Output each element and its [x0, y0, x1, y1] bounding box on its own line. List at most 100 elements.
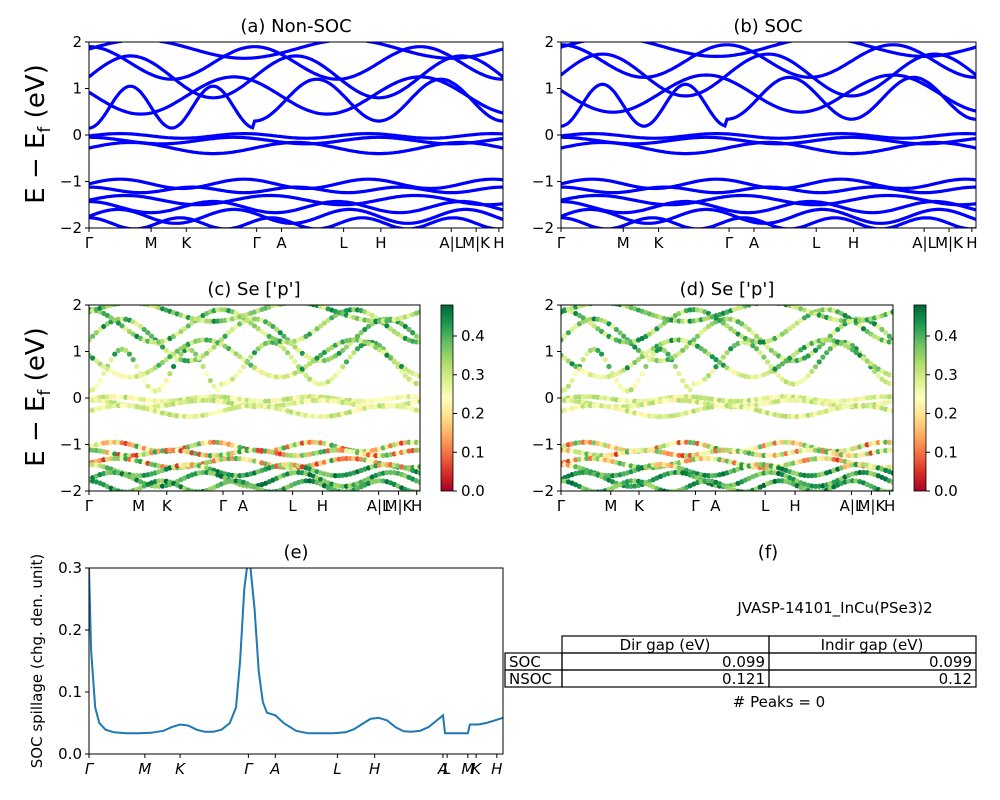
plot-clip-group: [561, 305, 893, 491]
projection-point: [709, 368, 715, 375]
projection-point: [281, 339, 287, 345]
projection-point: [776, 478, 782, 484]
colorbar-tick-label: 0.4: [461, 327, 485, 345]
ylabel-unit: (eV): [21, 64, 51, 126]
projection-point: [332, 487, 339, 491]
projection-point: [565, 330, 571, 336]
projection-point: [783, 397, 789, 404]
projection-point: [207, 452, 213, 459]
projection-point: [148, 333, 155, 339]
projection-point: [580, 469, 586, 476]
projection-point: [624, 365, 631, 371]
projection-point: [565, 358, 571, 364]
xtick-label-K: K: [181, 234, 192, 252]
projection-point: [790, 414, 797, 420]
projection-point: [101, 323, 107, 330]
projection-point: [329, 447, 335, 453]
projection-point: [182, 326, 188, 332]
plot-clip-group: [89, 42, 503, 228]
projection-point: [354, 333, 361, 339]
ytick-label: −1: [532, 436, 554, 454]
ytick-label: −2: [532, 219, 554, 237]
projection-point: [764, 453, 771, 459]
ytick-label: 2: [544, 296, 554, 314]
band-line-4: [561, 73, 976, 114]
projection-point: [753, 339, 760, 345]
projection-point: [890, 373, 893, 379]
band-line-13: [89, 216, 503, 228]
projection-point: [410, 330, 416, 336]
projection-point: [883, 439, 889, 445]
projection-point: [259, 487, 265, 491]
xtick-label-M-K: M|K: [857, 497, 886, 515]
projection-point: [310, 439, 316, 445]
projection-point: [347, 455, 353, 462]
projection-point: [617, 330, 623, 336]
projection-point: [890, 440, 893, 446]
projection-point: [332, 353, 339, 359]
projection-point: [410, 394, 416, 400]
projection-point: [380, 349, 386, 356]
projection-point: [598, 374, 605, 380]
projection-point: [314, 394, 320, 400]
projection-point: [672, 469, 678, 476]
colorbar-tick-label: 0.0: [934, 482, 958, 500]
projection-point: [262, 398, 269, 404]
projection-point: [628, 398, 634, 404]
projection-point: [809, 447, 815, 453]
xtick-label-Γ: Γ: [85, 234, 94, 252]
colorbar-tick-label: 0.4: [934, 327, 958, 345]
xtick-label-L: L: [443, 760, 451, 778]
projection-point: [218, 337, 224, 343]
ytick-label: 0.2: [58, 621, 82, 639]
projection-point: [285, 350, 291, 356]
projection-point: [314, 355, 320, 361]
projection-point: [108, 469, 114, 476]
projection-point: [237, 354, 243, 360]
projection-point: [248, 447, 254, 453]
colorbar-tick-label: 0.3: [461, 366, 485, 384]
projection-point: [240, 356, 247, 363]
projection-point: [229, 376, 236, 382]
projection-point: [805, 487, 811, 491]
projection-point: [318, 352, 324, 358]
projection-point: [281, 346, 287, 352]
xtick-label-H: H: [411, 497, 422, 515]
projection-point: [270, 323, 276, 330]
projection-point: [193, 489, 199, 491]
projection-point: [831, 398, 837, 404]
projection-point: [573, 371, 579, 377]
ytick-label: 1: [544, 343, 554, 361]
panel-e-ylabel: SOC spillage (chg. den. unit): [28, 554, 46, 769]
xtick-label-M: M: [132, 497, 145, 515]
projection-point: [621, 333, 627, 339]
projection-point: [779, 439, 785, 445]
projection-point: [587, 320, 594, 326]
xtick-label-M: M: [145, 234, 158, 252]
projection-point: [141, 377, 147, 384]
projection-point: [380, 462, 386, 468]
panel-c-title: (c) Se ['p']: [207, 279, 300, 300]
projection-point: [680, 394, 686, 400]
ytick-label: 0.3: [58, 559, 82, 577]
projection-point: [573, 323, 579, 330]
projection-point: [417, 470, 420, 476]
projection-point: [879, 488, 885, 491]
projection-point: [776, 363, 782, 370]
projection-point: [584, 403, 590, 409]
projection-point: [628, 483, 634, 489]
projection-point: [93, 358, 99, 364]
table-cell-soc-dir: 0.099: [722, 653, 765, 671]
projection-point: [97, 361, 103, 367]
projection-point: [314, 326, 320, 332]
projection-point: [307, 439, 313, 445]
projection-point: [310, 358, 316, 364]
ylabel-unit: (eV): [21, 327, 51, 389]
projection-point: [336, 368, 342, 375]
projection-point: [702, 455, 708, 462]
projection-point: [196, 397, 202, 404]
projection-point: [720, 354, 726, 360]
projection-point: [193, 351, 199, 357]
projection-point: [890, 408, 893, 414]
projection-point: [101, 371, 107, 377]
